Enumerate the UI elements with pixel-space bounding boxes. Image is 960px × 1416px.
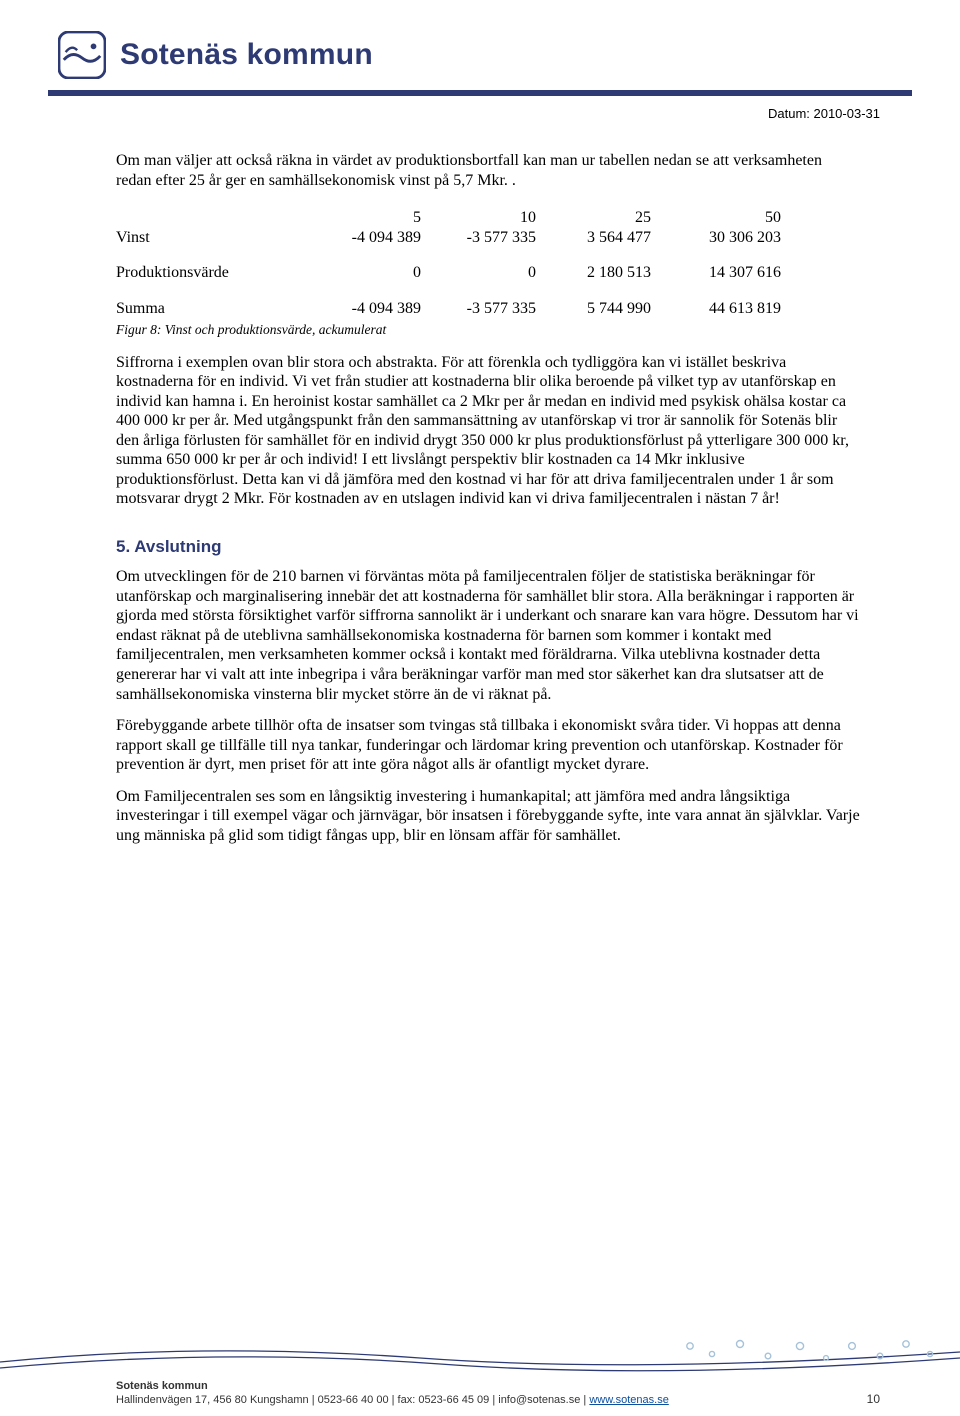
intro-paragraph: Om man väljer att också räkna in värdet … [116,151,860,190]
section5-title: 5. Avslutning [116,537,860,558]
footer-org: Sotenäs kommun [116,1380,669,1392]
table-header-cell: 5 [306,208,421,228]
table-header-cell: 10 [421,208,536,228]
logo-icon [58,31,106,79]
table-cell: -3 577 335 [421,299,536,319]
table-cell: 3 564 477 [536,228,651,248]
section5-p1: Om utvecklingen för de 210 barnen vi för… [116,567,860,704]
table-cell: 0 [421,263,536,283]
footer-left: Sotenäs kommun Hallindenvägen 17, 456 80… [116,1380,669,1406]
table-row: Summa -4 094 389 -3 577 335 5 744 990 44… [116,299,860,319]
table-cell: 5 744 990 [536,299,651,319]
section5-p3: Om Familjecentralen ses som en långsikti… [116,787,860,846]
table-row-label: Summa [116,299,306,319]
table-header-cell: 50 [651,208,781,228]
page-number: 10 [867,1392,880,1406]
content-area: Om man väljer att också räkna in värdet … [116,151,860,845]
analysis-paragraph: Siffrorna i exemplen ovan blir stora och… [116,353,860,509]
table-cell: 0 [306,263,421,283]
table-row: Produktionsvärde 0 0 2 180 513 14 307 61… [116,263,860,283]
table-figure8: 5 10 25 50 Vinst -4 094 389 -3 577 335 3… [116,208,860,318]
table-row-label: Produktionsvärde [116,263,306,283]
table-cell: 30 306 203 [651,228,781,248]
footer-wave-icon [0,1334,960,1380]
table-cell: -4 094 389 [306,228,421,248]
header: Sotenäs kommun [0,0,960,88]
table-cell: 44 613 819 [651,299,781,319]
table-cell: 2 180 513 [536,263,651,283]
footer: Sotenäs kommun Hallindenvägen 17, 456 80… [0,1334,960,1416]
table-header-row: 5 10 25 50 [116,208,860,228]
footer-link[interactable]: www.sotenas.se [589,1394,668,1406]
table-cell: -4 094 389 [306,299,421,319]
header-divider [48,90,912,96]
table-cell: 14 307 616 [651,263,781,283]
brand-name: Sotenäs kommun [120,38,373,72]
table-header-cell: 25 [536,208,651,228]
date-label: Datum: 2010-03-31 [0,106,880,121]
footer-address: Hallindenvägen 17, 456 80 Kungshamn | 05… [116,1394,589,1406]
table-row-label: Vinst [116,228,306,248]
table-row: Vinst -4 094 389 -3 577 335 3 564 477 30… [116,228,860,248]
figure8-caption: Figur 8: Vinst och produktionsvärde, ack… [116,322,860,338]
section5-p2: Förebyggande arbete tillhör ofta de insa… [116,716,860,775]
table-cell: -3 577 335 [421,228,536,248]
